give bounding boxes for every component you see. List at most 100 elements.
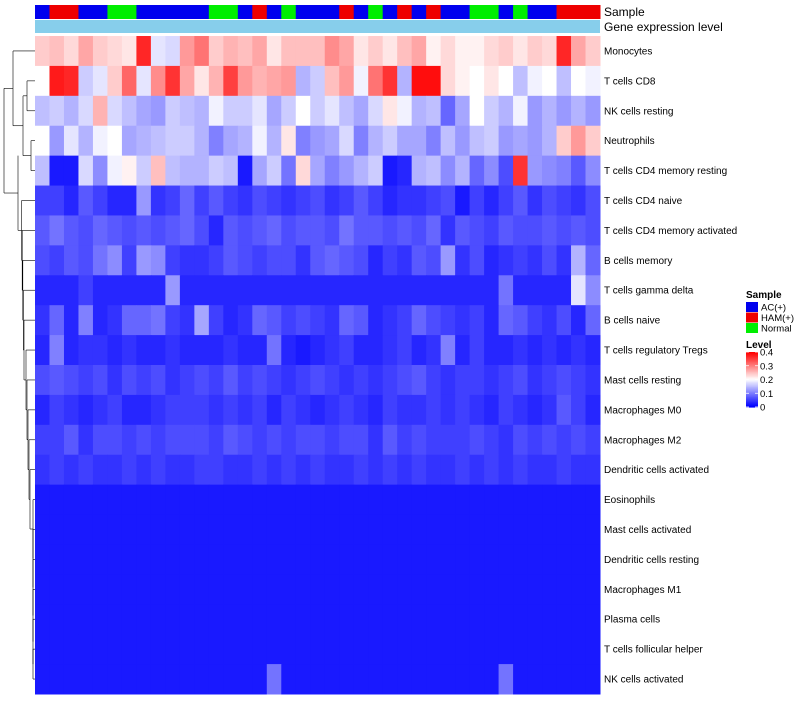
heatmap-cell [208, 335, 224, 366]
heatmap-cell [440, 394, 456, 426]
heatmap-cell [527, 424, 543, 456]
heatmap-cell [585, 574, 601, 605]
heatmap-cell [324, 424, 340, 456]
heatmap-cell [266, 424, 282, 456]
heatmap-cell [63, 365, 79, 396]
heatmap-cell [411, 65, 427, 97]
heatmap-cell [556, 574, 572, 605]
heatmap-cell [252, 454, 268, 486]
heatmap-cell [469, 365, 485, 396]
heatmap-cell [411, 634, 427, 665]
heatmap-cell [513, 305, 529, 336]
heatmap-cell [513, 664, 529, 695]
heatmap-cell [208, 95, 224, 127]
heatmap-cell [165, 155, 181, 187]
heatmap-cell [397, 36, 413, 67]
heatmap-cell [382, 36, 398, 67]
heatmap-cell [556, 275, 572, 306]
heatmap-cell [353, 365, 369, 396]
heatmap-cell [150, 424, 166, 456]
heatmap-cell [527, 484, 543, 516]
heatmap-cell [426, 305, 442, 336]
heatmap-cell [484, 604, 500, 635]
heatmap-cell [35, 424, 50, 456]
heatmap-cell [121, 305, 137, 336]
heatmap-cell [223, 125, 239, 157]
heatmap-cell [382, 484, 398, 516]
heatmap-cell [368, 245, 384, 276]
heatmap-cell [237, 574, 253, 605]
heatmap-cell [179, 574, 195, 605]
heatmap-cell [397, 664, 413, 695]
heatmap-cell [368, 574, 384, 605]
heatmap-cell [63, 95, 79, 127]
heatmap-cell [484, 394, 500, 426]
heatmap-cell [353, 155, 369, 187]
heatmap-cell [498, 215, 514, 246]
heatmap-cell [92, 155, 108, 187]
heatmap-cell [107, 245, 123, 276]
heatmap-cell [411, 155, 427, 187]
heatmap-cell [368, 65, 384, 97]
heatmap-cell [136, 245, 152, 276]
heatmap-cell [150, 604, 166, 635]
heatmap-cell [295, 514, 311, 545]
heatmap-cell [179, 125, 195, 157]
heatmap-cell [397, 365, 413, 396]
heatmap-cell [49, 604, 65, 635]
heatmap-cell [484, 365, 500, 396]
heatmap-cell [107, 574, 123, 605]
heatmap-cell [469, 335, 485, 366]
heatmap-cell [107, 365, 123, 396]
heatmap-cell [92, 185, 108, 216]
heatmap-cell [571, 155, 587, 187]
heatmap-cell [542, 514, 558, 545]
heatmap-cell [295, 394, 311, 426]
heatmap-cell [35, 185, 50, 216]
heatmap-cell [440, 365, 456, 396]
heatmap-cell [310, 394, 326, 426]
heatmap-cell [455, 544, 471, 575]
heatmap-cell [397, 125, 413, 157]
legend-colorbar-segment [746, 383, 758, 386]
heatmap-cell [237, 484, 253, 516]
heatmap-cell [556, 36, 572, 67]
heatmap-cell [223, 634, 239, 665]
legend-colorbar-segment [746, 375, 758, 378]
heatmap-cell [223, 484, 239, 516]
heatmap-cell [440, 185, 456, 216]
heatmap-cell [310, 424, 326, 456]
heatmap-cell [208, 245, 224, 276]
heatmap-cell [92, 305, 108, 336]
heatmap-cell [78, 185, 94, 216]
heatmap-cell [150, 574, 166, 605]
sample-annotation-cell [107, 5, 123, 19]
heatmap-cell [571, 664, 587, 695]
heatmap-cell [368, 604, 384, 635]
heatmap-cell [469, 454, 485, 486]
row-label: T cells follicular helper [604, 645, 703, 656]
heatmap-cell [237, 424, 253, 456]
heatmap-cell [411, 185, 427, 216]
legend-colorbar-segment [746, 385, 758, 388]
heatmap-cell [252, 544, 268, 575]
legend-colorbar-segment [746, 369, 758, 372]
heatmap-cell [281, 36, 297, 67]
heatmap-cell [498, 604, 514, 635]
heatmap-cell [165, 65, 181, 97]
sample-annotation-cell [339, 5, 355, 19]
heatmap-cell [585, 155, 601, 187]
heatmap-cell [513, 65, 529, 97]
legend-colorbar-segment [746, 352, 758, 354]
heatmap-cell [281, 544, 297, 575]
heatmap-cell [498, 155, 514, 187]
heatmap-cell [92, 95, 108, 127]
heatmap-cell [310, 36, 326, 67]
heatmap-cell [353, 65, 369, 97]
heatmap-cell [368, 185, 384, 216]
heatmap-cell [382, 664, 398, 695]
heatmap-cell [426, 365, 442, 396]
heatmap-cell [513, 424, 529, 456]
heatmap-cell [527, 365, 543, 396]
